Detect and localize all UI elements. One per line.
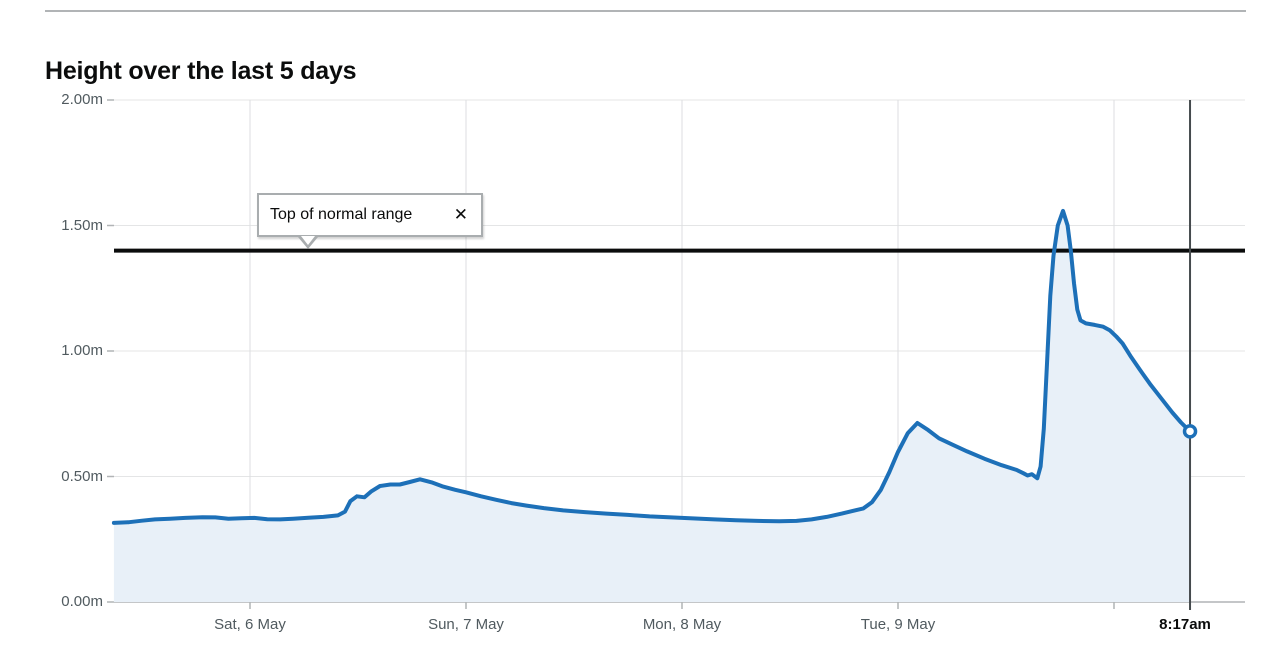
y-axis-label: 2.00m bbox=[61, 91, 103, 108]
latest-reading-marker bbox=[1182, 424, 1198, 439]
chart-title: Height over the last 5 days bbox=[45, 56, 357, 85]
height-line bbox=[111, 208, 1192, 525]
tooltip-close-icon[interactable]: ✕ bbox=[453, 204, 468, 225]
y-axis-label: 1.00m bbox=[61, 342, 103, 359]
y-axis-label: 0.50m bbox=[61, 467, 103, 485]
y-axis-label: 1.50m bbox=[61, 216, 103, 234]
x-axis-label: Sat, 6 May bbox=[214, 616, 286, 633]
tooltip-pointer-fill bbox=[301, 236, 315, 245]
y-axis-label: 0.00m bbox=[61, 593, 103, 610]
threshold-tooltip-label: Top of normal range bbox=[270, 206, 413, 223]
threshold-tooltip: Top of normal range ✕ bbox=[257, 193, 483, 249]
x-axis-label: Mon, 8 May bbox=[642, 616, 722, 633]
x-axis-label: Sun, 7 May bbox=[428, 616, 504, 633]
section-divider bbox=[45, 10, 1246, 12]
height-area-fill bbox=[113, 210, 1190, 602]
x-axis-label: Tue, 9 May bbox=[860, 616, 936, 633]
current-time-label: 8:17am bbox=[1159, 616, 1211, 633]
